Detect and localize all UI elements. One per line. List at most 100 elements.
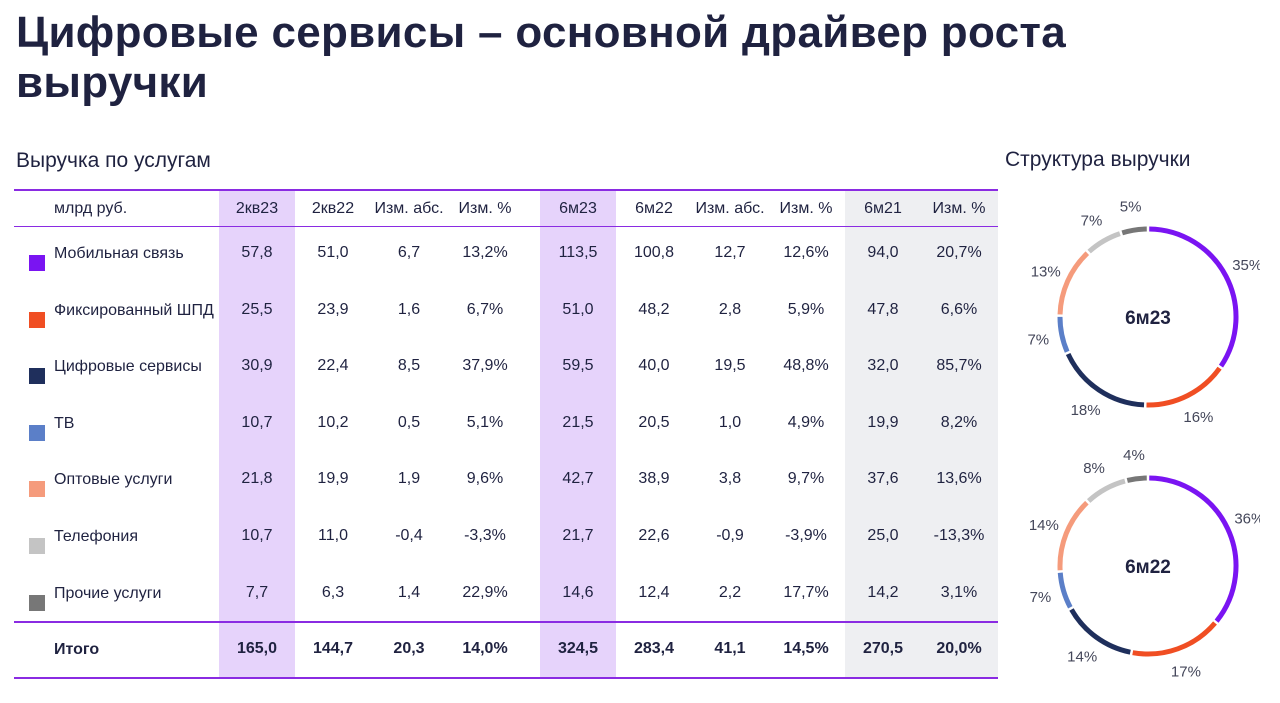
table-cell: 4,9%	[787, 414, 825, 431]
legend-swatch	[29, 368, 45, 384]
table-cell: 0,5	[397, 414, 421, 431]
table-title: Выручка по услугам	[16, 149, 211, 172]
table-cell: 25,5	[241, 301, 273, 318]
donut-slice	[1149, 226, 1239, 368]
total-cell: 41,1	[714, 640, 746, 657]
table-cell: 37,9%	[462, 357, 508, 374]
column-header: Изм. %	[779, 200, 833, 217]
structure-title: Структура выручки	[1005, 148, 1191, 171]
table-cell: 8,2%	[940, 414, 978, 431]
table-cell: 19,9	[317, 470, 349, 487]
table-cell: 20,7%	[936, 244, 982, 261]
table-cell: 19,5	[714, 357, 746, 374]
donut-center-label: 6м22	[1125, 557, 1171, 578]
slice-label: 35%	[1232, 257, 1260, 274]
column-header: 6м21	[864, 200, 902, 217]
highlight-2q23	[219, 190, 295, 677]
table-cell: 48,8%	[783, 357, 829, 374]
slice-label: 17%	[1171, 663, 1201, 680]
legend-swatch	[29, 538, 45, 554]
slice-label: 4%	[1123, 447, 1145, 464]
table-cell: 100,8	[633, 244, 675, 261]
table-cell: -13,3%	[933, 527, 985, 544]
total-cell: 283,4	[633, 640, 675, 657]
table-cell: 25,0	[867, 527, 899, 544]
table-cell: 40,0	[638, 357, 670, 374]
column-header: Изм. %	[458, 200, 512, 217]
table-cell: 22,9%	[462, 584, 508, 601]
donut-center-label: 6м23	[1125, 308, 1171, 329]
table-cell: 6,7	[397, 244, 421, 261]
donut-slice	[1069, 608, 1131, 655]
column-header: Изм. %	[932, 200, 986, 217]
table-cell: 10,2	[317, 414, 349, 431]
revenue-structure-donuts: 35% 16% 18% 7% 13% 7% 5% 6м23 36% 17% 14% 7% 14% 8% 4%…	[1027, 198, 1260, 680]
table-cell: 9,7%	[787, 470, 825, 487]
table-cell: 1,6	[397, 301, 421, 318]
column-header: 2кв23	[235, 200, 279, 217]
table-cell: 8,5	[397, 357, 421, 374]
table-cell: 9,6%	[466, 470, 504, 487]
table-cell: 1,0	[718, 414, 742, 431]
table-cell: 14,2	[867, 584, 899, 601]
donut-slice	[1121, 226, 1147, 236]
table-cell: 51,0	[317, 244, 349, 261]
legend-swatch	[29, 425, 45, 441]
row-label: Прочие услуги	[54, 585, 162, 602]
row-label: ТВ	[54, 415, 75, 432]
total-cell: 14,5%	[783, 640, 829, 657]
table-cell: 13,6%	[936, 470, 982, 487]
table-cell: 3,1%	[940, 584, 978, 601]
legend-swatch	[29, 595, 45, 611]
slice-label: 14%	[1029, 517, 1059, 534]
table-cell: 6,6%	[940, 301, 978, 318]
table-cell: 10,7	[241, 527, 273, 544]
unit-label: млрд руб.	[54, 200, 128, 217]
slice-label: 14%	[1067, 649, 1097, 666]
donut-slice	[1126, 475, 1147, 483]
table-cell: 6,7%	[466, 301, 504, 318]
donut-slice	[1146, 366, 1222, 408]
table-cell: 1,4	[397, 584, 421, 601]
table-cell: 17,7%	[783, 584, 829, 601]
table-cell: 59,5	[562, 357, 594, 374]
column-header: Изм. абс.	[695, 200, 765, 217]
legend-swatch	[29, 481, 45, 497]
table-cell: 30,9	[241, 357, 273, 374]
column-header: 6м23	[559, 200, 597, 217]
table-cell: 2,8	[718, 301, 742, 318]
table-cell: 113,5	[558, 244, 598, 261]
table-cell: 51,0	[562, 301, 594, 318]
column-header: 2кв22	[311, 200, 355, 217]
total-cell: 324,5	[557, 640, 599, 657]
table-cell: 21,7	[562, 527, 594, 544]
table-cell: 3,8	[718, 470, 742, 487]
slice-label: 18%	[1071, 402, 1101, 419]
highlight-6m23	[540, 190, 616, 677]
table-bottom-rule	[14, 677, 998, 679]
total-label: Итого	[54, 641, 100, 658]
table-cell: 57,8	[241, 244, 273, 261]
table-top-rule	[14, 189, 998, 191]
donut-slice	[1149, 475, 1239, 623]
total-cell: 270,5	[862, 640, 904, 657]
total-cell: 14,0%	[462, 640, 508, 657]
table-cell: 47,8	[867, 301, 899, 318]
table-cell: 10,7	[241, 414, 273, 431]
column-header: 6м22	[635, 200, 673, 217]
donut-slice	[1086, 478, 1126, 503]
table-cell: 14,6	[562, 584, 594, 601]
donut-slice	[1057, 500, 1089, 571]
table-cell: 94,0	[867, 244, 899, 261]
row-label: Телефония	[54, 528, 138, 545]
table-cell: 12,6%	[783, 244, 829, 261]
legend-swatch	[29, 255, 45, 271]
table-cell: 12,4	[638, 584, 670, 601]
donut-slice	[1087, 231, 1121, 254]
slice-label: 36%	[1234, 510, 1260, 527]
slice-label: 7%	[1081, 212, 1103, 229]
table-cell: -0,9	[716, 527, 744, 544]
table-cell: 22,6	[638, 527, 670, 544]
table-cell: 42,7	[562, 470, 594, 487]
table-cell: 2,2	[718, 584, 742, 601]
